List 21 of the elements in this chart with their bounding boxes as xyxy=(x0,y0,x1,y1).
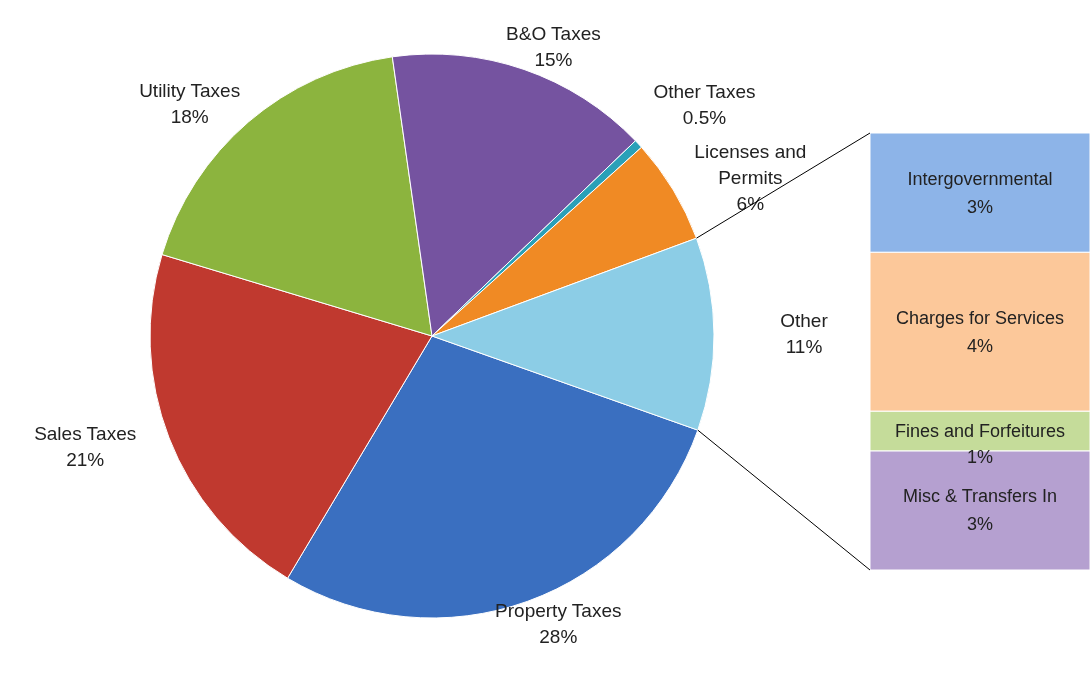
data-label: 18% xyxy=(170,105,209,127)
data-label: 11% xyxy=(785,335,823,357)
series-label: Fines and Forfeitures xyxy=(894,420,1066,441)
data-label: 3% xyxy=(966,514,994,535)
series-label: Misc & Transfers In xyxy=(902,486,1058,507)
slice-label: Licenses and Permits xyxy=(694,140,807,188)
data-label: 15% xyxy=(534,48,573,70)
slice-label: Other Taxes xyxy=(653,80,756,102)
data-label: 4% xyxy=(966,335,994,356)
data-label: 21% xyxy=(66,448,105,470)
slice-label: B&O Taxes xyxy=(506,22,601,44)
data-label: 28% xyxy=(539,625,578,647)
series-label: Intergovernmental xyxy=(907,168,1053,189)
data-label: 1% xyxy=(966,446,994,467)
slice-label: Utility Taxes xyxy=(139,79,241,101)
slice-label: Sales Taxes xyxy=(34,422,137,444)
slice-label: Property Taxes xyxy=(495,599,622,621)
slice-label: Other xyxy=(780,309,829,331)
series-label: Charges for Services xyxy=(895,307,1065,328)
data-label: 0.5% xyxy=(682,106,727,128)
data-label: 3% xyxy=(966,196,994,217)
